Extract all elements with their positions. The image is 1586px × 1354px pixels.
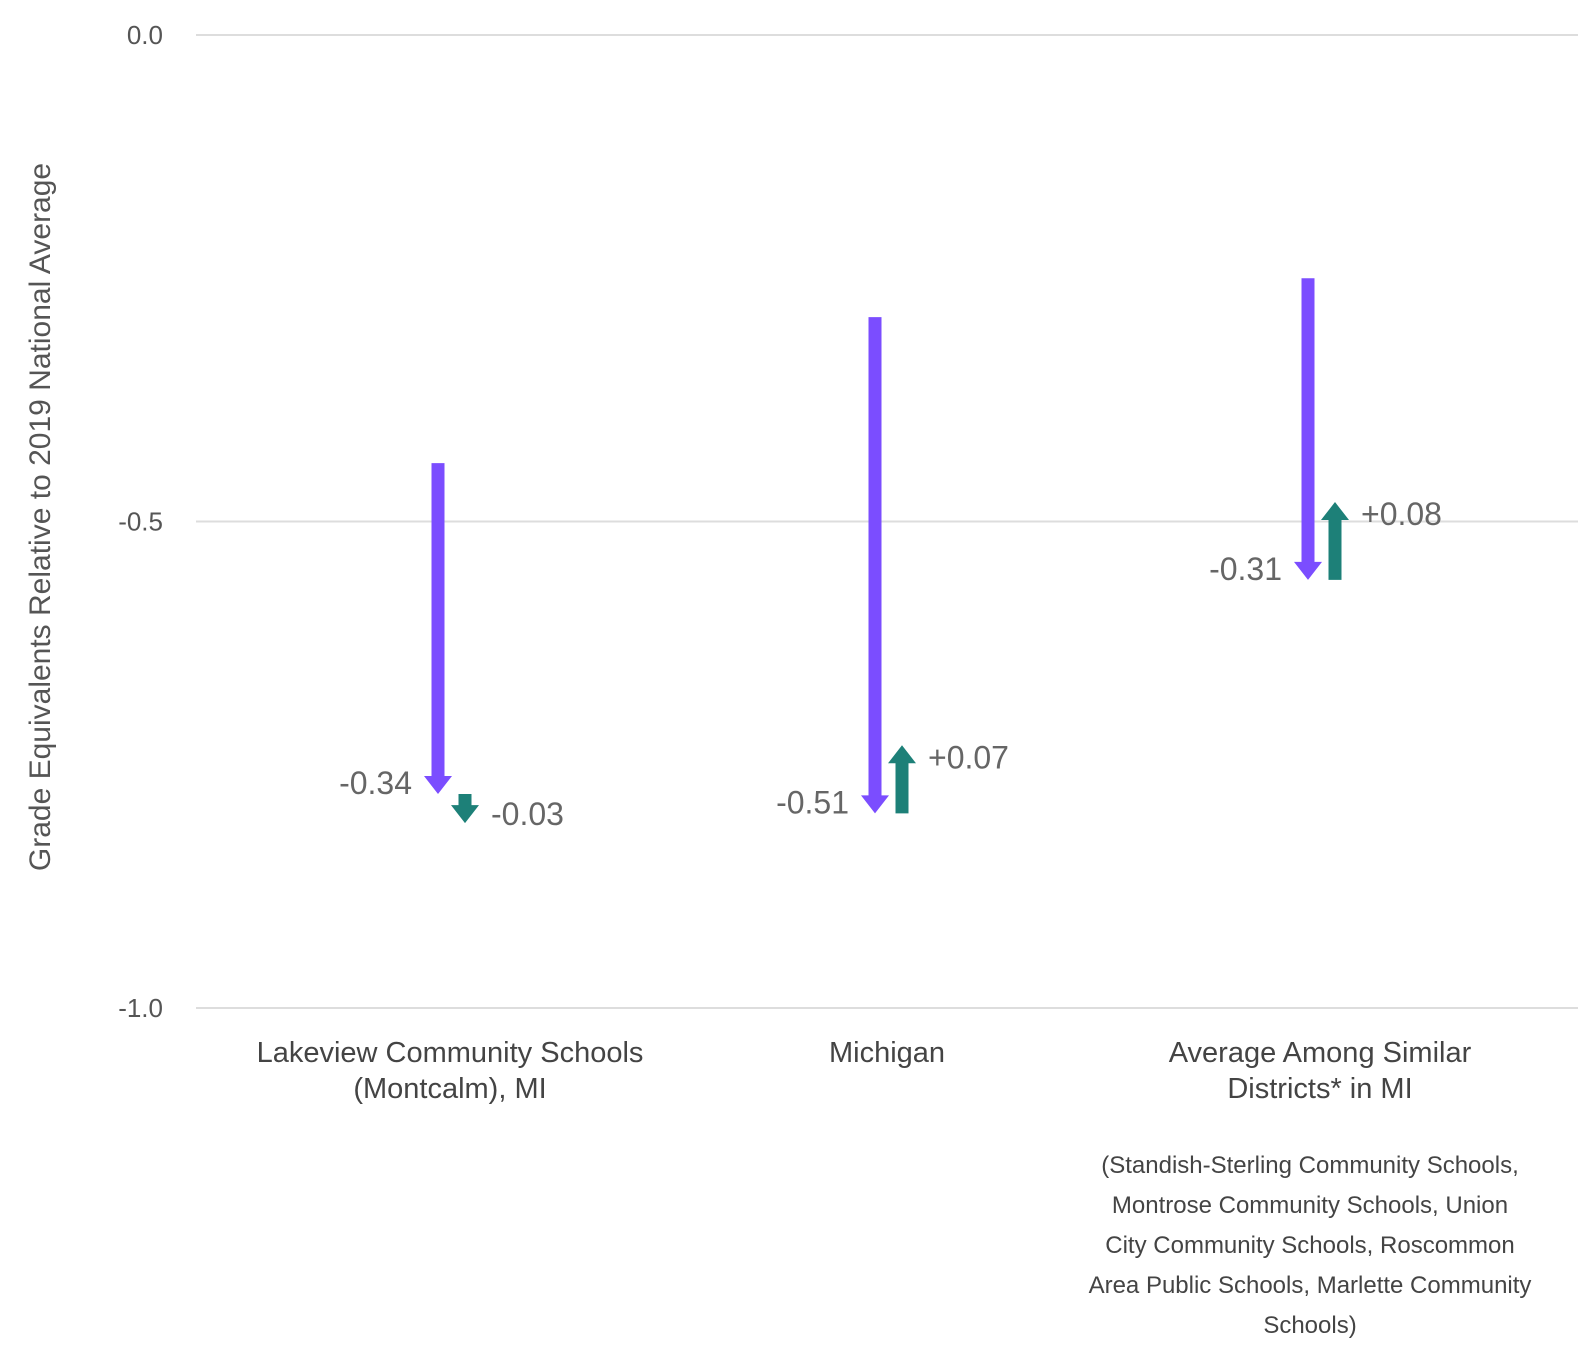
category-label: Michigan	[829, 1037, 945, 1069]
decline-value-label: -0.34	[339, 765, 412, 801]
y-tick-label: -1.0	[118, 993, 163, 1023]
change-arrow	[888, 745, 916, 814]
category-label: Lakeview Community Schools	[257, 1037, 644, 1069]
category-note: Schools)	[1263, 1312, 1356, 1339]
category-label: Average Among Similar	[1169, 1037, 1472, 1069]
change-arrow	[451, 793, 479, 824]
category-label: (Montcalm), MI	[353, 1073, 546, 1105]
category-note: City Community Schools, Roscommon	[1105, 1232, 1514, 1259]
category-note: (Standish-Sterling Community Schools,	[1101, 1152, 1519, 1179]
category-note: Montrose Community Schools, Union	[1112, 1192, 1508, 1219]
category-note: Area Public Schools, Marlette Community	[1089, 1272, 1532, 1299]
change-value-label: -0.03	[491, 796, 564, 832]
y-axis-title: Grade Equivalents Relative to 2019 Natio…	[24, 163, 57, 871]
category-label: Districts* in MI	[1227, 1073, 1412, 1105]
y-tick-label: -0.5	[118, 507, 163, 537]
decline-arrow	[424, 463, 452, 794]
y-tick-label: 0.0	[127, 20, 163, 50]
decline-value-label: -0.51	[776, 784, 849, 820]
decline-value-label: -0.31	[1209, 551, 1282, 587]
change-value-label: +0.08	[1361, 496, 1442, 532]
decline-arrow	[861, 317, 889, 814]
change-value-label: +0.07	[928, 739, 1009, 775]
change-arrow	[1321, 502, 1349, 580]
decline-arrow	[1294, 278, 1322, 580]
